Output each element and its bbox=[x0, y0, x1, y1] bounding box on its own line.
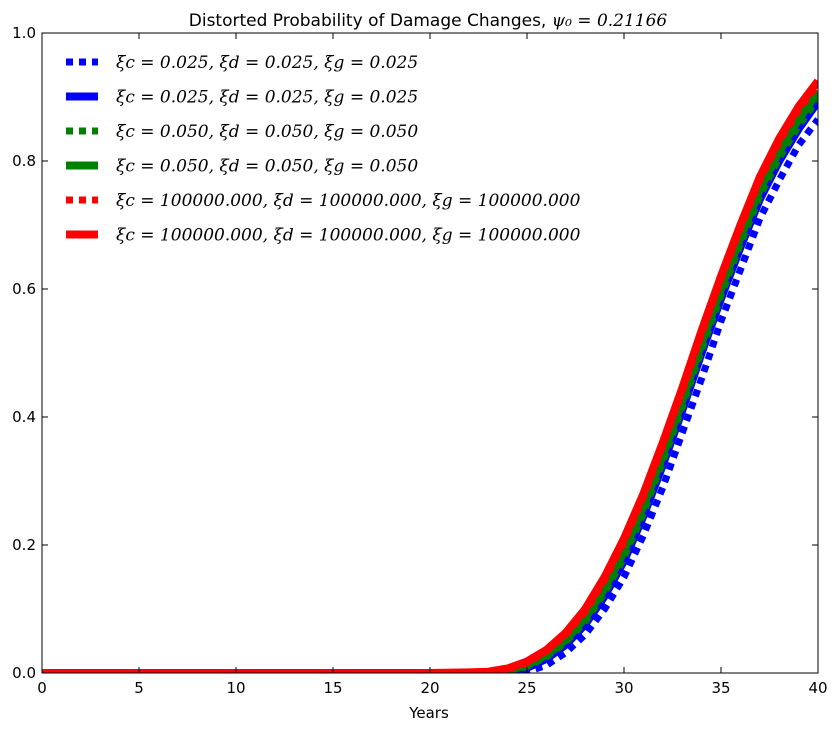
ticks-layer: 0 5 10 15 20 25 30 35 40 0.0 0.2 0.4 0.6 0.8 1.0 bbox=[12, 24, 827, 697]
chart-title: Distorted Probability of Damage Changes,… bbox=[189, 11, 668, 31]
legend-label: ξc = 0.050, ξd = 0.050, ξg = 0.050 bbox=[116, 122, 418, 142]
x-axis-label: Years bbox=[408, 704, 449, 722]
series-line-6 bbox=[42, 78, 818, 673]
series-line-1 bbox=[42, 117, 818, 673]
legend-label: ξc = 0.025, ξd = 0.025, ξg = 0.025 bbox=[116, 53, 418, 73]
series-line-2 bbox=[42, 99, 818, 673]
x-tick-label: 25 bbox=[517, 679, 536, 697]
x-tick-label: 40 bbox=[808, 679, 827, 697]
y-tick-label: 1.0 bbox=[12, 24, 36, 42]
x-tick-label: 10 bbox=[226, 679, 245, 697]
legend: ξc = 0.025, ξd = 0.025, ξg = 0.025 ξc = 0… bbox=[66, 53, 581, 246]
y-tick-label: 0.0 bbox=[12, 664, 36, 682]
legend-label: ξc = 100000.000, ξd = 100000.000, ξg = 1… bbox=[116, 226, 581, 246]
x-tick-label: 0 bbox=[37, 679, 47, 697]
x-tick-label: 35 bbox=[711, 679, 730, 697]
legend-label: ξc = 0.025, ξd = 0.025, ξg = 0.025 bbox=[116, 88, 418, 108]
x-tick-label: 5 bbox=[134, 679, 144, 697]
y-tick-label: 0.8 bbox=[12, 152, 36, 170]
y-tick-label: 0.6 bbox=[12, 280, 36, 298]
y-tick-label: 0.2 bbox=[12, 536, 36, 554]
x-tick-label: 15 bbox=[323, 679, 342, 697]
x-tick-label: 30 bbox=[614, 679, 633, 697]
legend-label: ξc = 0.050, ξd = 0.050, ξg = 0.050 bbox=[116, 157, 418, 177]
legend-label: ξc = 100000.000, ξd = 100000.000, ξg = 1… bbox=[116, 191, 581, 211]
y-tick-label: 0.4 bbox=[12, 408, 36, 426]
series-line-3 bbox=[42, 96, 818, 673]
x-tick-label: 20 bbox=[420, 679, 439, 697]
